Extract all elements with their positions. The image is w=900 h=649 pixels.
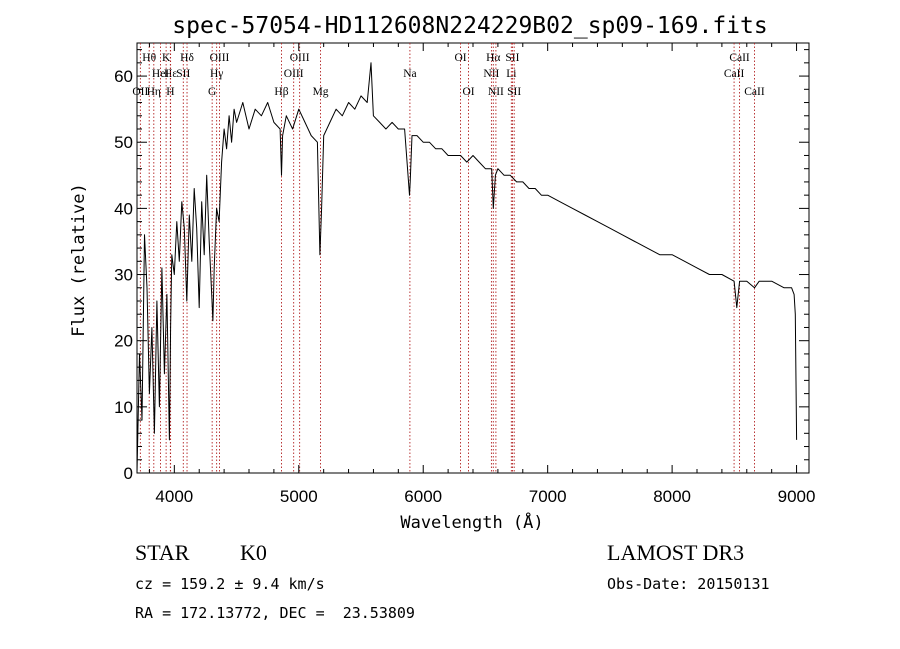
line-marker-label-2: Hη [147,86,161,98]
x-tick-label-9000: 9000 [778,487,816,506]
line-marker-label-22: Li [506,68,516,80]
object-subclass: K0 [240,540,267,565]
series-group [136,62,798,474]
line-marker-label-14: OIII [290,52,310,64]
line-marker-label-19: NII [483,68,499,80]
line-marker-label-23: SII [505,52,519,64]
y-tick-label-0: 0 [124,464,133,483]
x-axis-label: Wavelength (Å) [400,511,543,533]
x-tick-label-7000: 7000 [529,487,567,506]
plot-frame [136,42,810,474]
line-marker-label-0: OII [132,86,148,98]
series-line-spectrum [136,62,798,474]
line-marker-label-13: OIII [284,68,304,80]
y-tick-label-50: 50 [114,133,133,152]
line-marker-label-11: OIII [210,52,230,64]
line-marker-label-24: SII [507,86,521,98]
line-marker-label-18: OI [462,86,474,98]
observation-date: Obs-Date: 20150131 [607,575,770,593]
line-marker-label-3: HeI [152,68,169,80]
x-tick-label-6000: 6000 [404,487,442,506]
line-marker-label-6: H [166,86,174,98]
line-marker-label-16: Na [403,68,416,80]
line-marker-label-17: OI [454,52,466,64]
x-tick-label-4000: 4000 [155,487,193,506]
line-markers: OIIHθHηHeIKHεHSIIHδGHγOIIIHβOIIIOIIIMgNa… [132,43,765,473]
chart-title: spec-57054-HD112608N224229B02_sp09-169.f… [172,13,767,39]
line-marker-label-12: Hβ [274,86,288,98]
survey-name: LAMOST DR3 [607,540,745,565]
x-tick-label-8000: 8000 [653,487,691,506]
line-marker-label-4: K [162,52,171,64]
y-tick-label-30: 30 [114,266,133,285]
line-marker-label-7: SII [176,68,190,80]
line-marker-label-5: Hε [164,68,177,80]
y-tick-label-60: 60 [114,67,133,86]
axis-ticks: 4000 5000 6000 7000 8000 9000 0 10 20 30 40 50 60 [114,43,815,506]
y-tick-label-20: 20 [114,332,133,351]
line-marker-label-20: Hα [486,52,500,64]
line-marker-label-26: CaII [729,52,750,64]
y-tick-label-40: 40 [114,199,133,218]
coordinates: RA = 172.13772, DEC = 23.53809 [135,604,415,622]
x-tick-label-5000: 5000 [280,487,318,506]
line-marker-label-8: Hδ [180,52,194,64]
y-tick-label-10: 10 [114,398,133,417]
line-marker-label-27: CaII [744,86,765,98]
line-marker-label-1: Hθ [142,52,156,64]
object-class: STAR [135,540,190,565]
line-marker-label-21: NII [488,86,504,98]
line-marker-label-15: Mg [313,86,329,98]
line-marker-label-25: CaII [724,68,745,80]
redshift-velocity: cz = 159.2 ± 9.4 km/s [135,575,325,593]
line-marker-label-10: Hγ [210,68,223,80]
line-marker-label-9: G [208,86,216,98]
y-axis-label: Flux (relative) [69,183,89,337]
